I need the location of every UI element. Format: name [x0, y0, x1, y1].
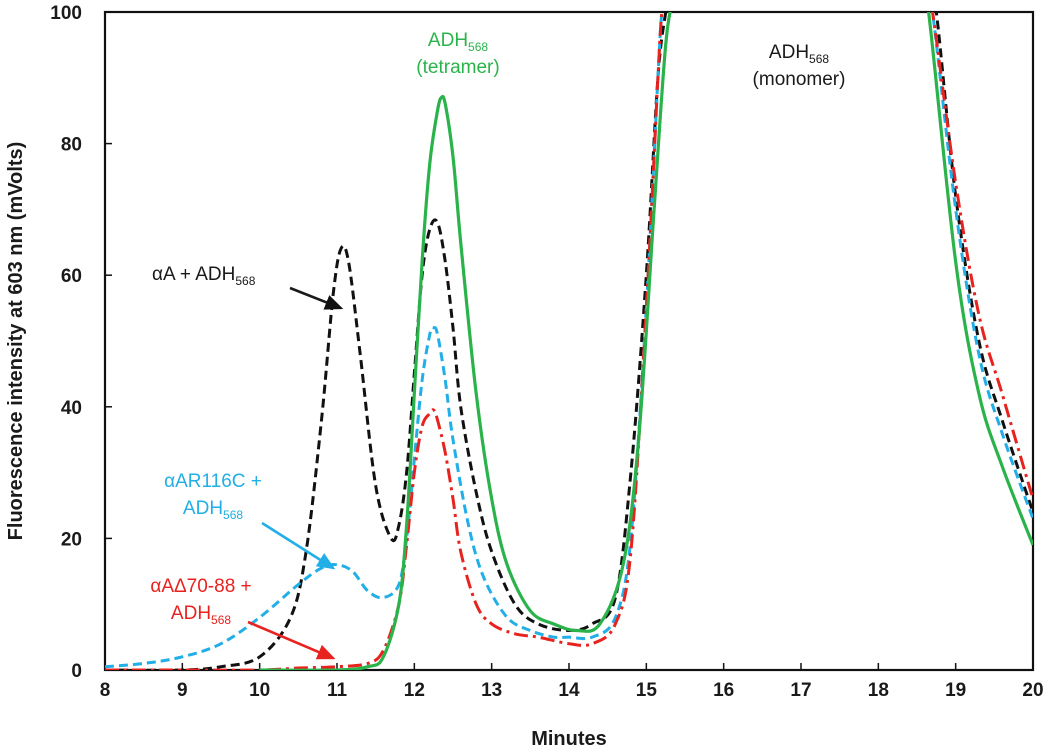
- x-tick-label-10: 18: [868, 680, 889, 701]
- y-axis-title: Fluorescence intensity at 603 nm (mVolts…: [5, 142, 27, 541]
- annotation-aA-line1: αA + ADH568: [152, 264, 256, 288]
- y-tick-label-4: 80: [61, 135, 82, 156]
- x-tick-label-8: 16: [713, 680, 734, 701]
- series-line-aAdelta: [105, 12, 1033, 670]
- annotation-aA-arrow: [289, 286, 344, 310]
- annotation-aAR116C-line1: αAR116C +: [164, 471, 262, 492]
- annotation-aA-subscript: 568: [235, 274, 255, 288]
- x-tick-label-9: 17: [790, 680, 811, 701]
- x-tick-label-12: 20: [1022, 680, 1043, 701]
- y-tick-label-2: 40: [61, 398, 82, 419]
- annotation-monomer-subscript: 568: [809, 52, 829, 66]
- y-tick-label-5: 100: [50, 3, 82, 24]
- x-tick-label-4: 12: [404, 680, 425, 701]
- annotation-tetramer-line1: ADH568: [428, 30, 488, 54]
- annotation-tetramer-line2: (tetramer): [416, 57, 499, 78]
- x-tick-label-2: 10: [249, 680, 270, 701]
- y-tick-label-3: 60: [61, 266, 82, 287]
- x-tick-label-6: 14: [558, 680, 580, 701]
- annotation-aAR116C-arrow: [261, 521, 336, 570]
- annotation-aAdelta-line2: ADH568: [171, 603, 231, 627]
- x-tick-label-1: 9: [177, 680, 188, 701]
- series-line-adh: [259, 12, 1033, 670]
- x-axis-title: Minutes: [531, 728, 607, 750]
- annotation-aAR116C-line2: ADH568: [183, 498, 243, 522]
- y-tick-label-0: 0: [71, 661, 82, 682]
- axis-ticks: 8 9 10 11 12 13 14 15 16 17 18 19 20 0 20 40 60 80 100: [50, 3, 1043, 701]
- x-tick-label-3: 11: [327, 680, 348, 701]
- x-tick-label-0: 8: [100, 680, 111, 701]
- annotation-aAR116C-subscript: 568: [223, 508, 243, 522]
- annotation-aAdelta-subscript: 568: [211, 613, 231, 627]
- x-tick-label-5: 13: [481, 680, 502, 701]
- annotation-group: ADH568 (tetramer) ADH568 (monomer) αA + ADH5…: [150, 30, 846, 660]
- annotation-aAdelta-line1: αAΔ70-88 +: [150, 576, 251, 597]
- plot-frame: [103, 10, 1035, 672]
- y-tick-label-1: 20: [61, 529, 82, 550]
- series-group: [105, 12, 1033, 670]
- series-line-aA: [105, 12, 1033, 670]
- annotation-aAdelta-arrow: [247, 620, 336, 660]
- annotation-tetramer-subscript: 568: [468, 40, 488, 54]
- x-tick-label-11: 19: [945, 680, 966, 701]
- annotation-monomer-line2: (monomer): [753, 69, 846, 90]
- annotation-monomer-line1: ADH568: [769, 42, 829, 66]
- series-line-aAR116C: [105, 12, 1033, 669]
- x-tick-label-7: 15: [636, 680, 658, 701]
